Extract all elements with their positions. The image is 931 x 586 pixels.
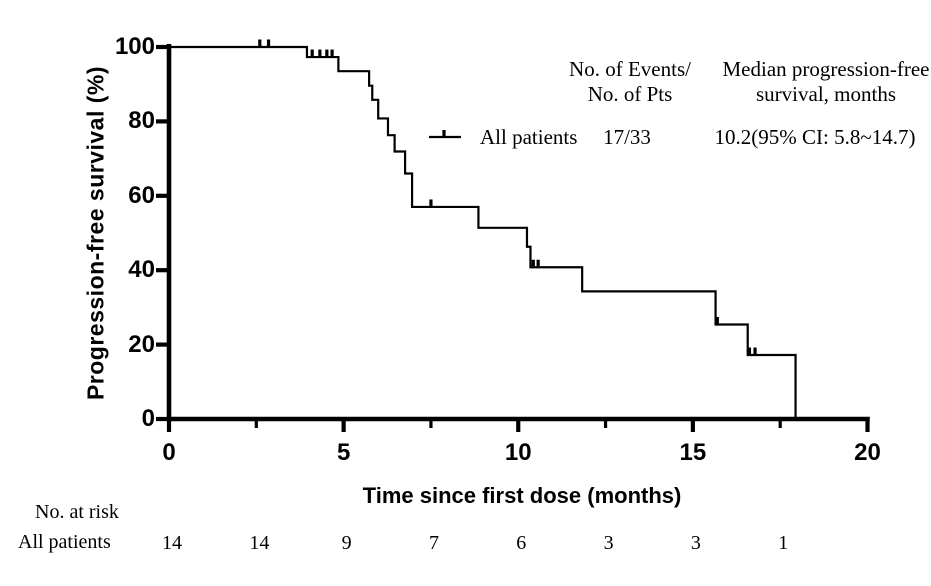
legend-median-header: Median progression-free survival, months — [722, 57, 929, 107]
risk-table-title: No. at risk — [35, 501, 119, 523]
risk-table-value: 14 — [162, 532, 182, 554]
y-tick-label: 60 — [128, 181, 155, 209]
y-tick-label: 100 — [114, 33, 155, 60]
risk-table-value: 3 — [690, 532, 701, 554]
legend-median-value: 10.2(95% CI: 5.8~14.7) — [714, 125, 916, 149]
y-tick-label: 40 — [128, 256, 155, 284]
x-tick-label: 10 — [504, 439, 532, 466]
y-tick-label: 0 — [141, 405, 155, 432]
km-step-curve — [169, 45, 797, 419]
risk-table-value: 9 — [341, 532, 352, 554]
x-tick-label: 5 — [336, 439, 351, 466]
x-axis-title: Time since first dose (months) — [362, 483, 682, 508]
legend-median-header-line1: Median progression-free — [722, 57, 930, 81]
risk-table-row-label: All patients — [18, 531, 111, 553]
risk-table-value: 6 — [516, 532, 527, 554]
legend-events-header-line1: No. of Events/ — [569, 57, 691, 81]
legend-series-label: All patients — [480, 125, 578, 149]
legend-median-header-line2: survival, months — [755, 82, 896, 106]
y-tick-label: 80 — [128, 107, 155, 135]
y-tick-label: 20 — [128, 330, 155, 358]
risk-table-value: 1 — [778, 532, 789, 554]
x-tick-label: 20 — [854, 439, 881, 466]
risk-table-value: 7 — [428, 532, 439, 554]
risk-table-value: 14 — [249, 532, 270, 554]
legend-events-value: 17/33 — [603, 125, 651, 149]
legend-events-header: No. of Events/ No. of Pts — [569, 57, 691, 107]
x-tick-label: 15 — [679, 439, 707, 466]
risk-table-value: 3 — [603, 532, 614, 554]
x-tick-label: 0 — [162, 439, 176, 466]
legend-events-header-line2: No. of Pts — [587, 82, 673, 106]
